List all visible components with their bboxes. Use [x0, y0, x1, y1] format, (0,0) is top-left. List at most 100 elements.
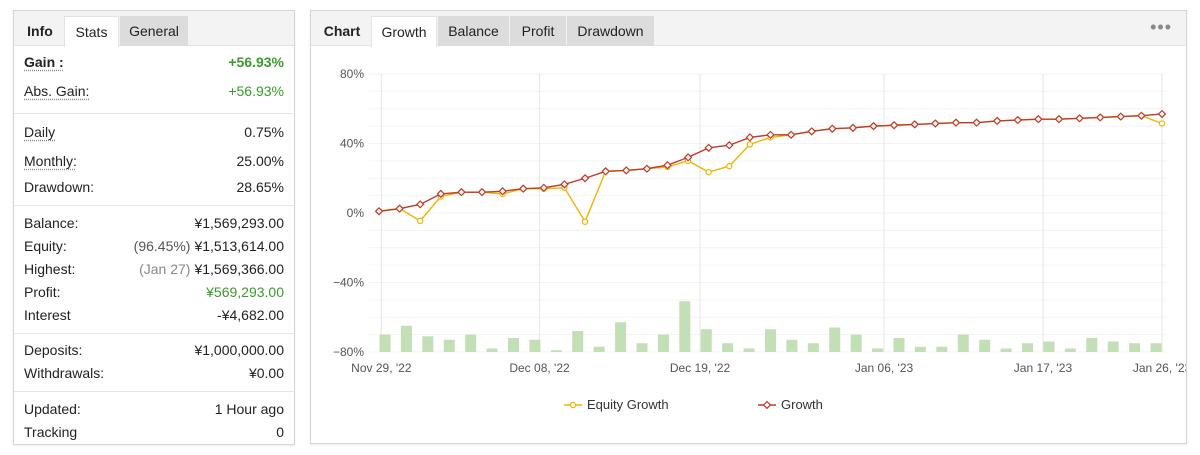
updated-row: Updated: 1 Hour ago [24, 398, 284, 420]
growth-chart: 80% 40% 0% −40% −80% Nov 29, '22 Dec 08, '22 D… [333, 67, 1186, 412]
tracking-row: Tracking 0 [24, 421, 284, 443]
highest-label: Highest: [24, 261, 76, 277]
volume-bar [615, 322, 627, 352]
stats-panel: Info Stats General Gain : +56.93% Abs. G… [13, 10, 295, 445]
gain-value: +56.93% [228, 54, 284, 70]
tab-drawdown[interactable]: Drawdown [567, 16, 654, 46]
ellipsis-icon[interactable]: ••• [1150, 17, 1172, 37]
growth-point [1054, 114, 1064, 124]
growth-point [395, 204, 404, 213]
tab-chart[interactable]: Chart [323, 23, 361, 39]
monthly-label[interactable]: Monthly: [24, 153, 77, 169]
growth-point [601, 167, 610, 176]
volume-bar [722, 343, 734, 352]
growth-point [1116, 112, 1126, 121]
growth-point [415, 200, 425, 209]
tab-balance[interactable]: Balance [438, 16, 509, 46]
volume-bar [765, 329, 776, 352]
volume-bar [700, 329, 712, 352]
y-tick-label: 80% [340, 67, 364, 81]
y-tick-label: 0% [347, 206, 365, 220]
volume-bar [743, 348, 755, 352]
x-axis: Nov 29, '22 Dec 08, '22 Dec 19, '22 Jan 06,… [351, 361, 1186, 375]
withdrawals-row: Withdrawals: ¥0.00 [24, 362, 284, 384]
tracking-label: Tracking [24, 424, 78, 440]
withdrawals-label: Withdrawals: [24, 365, 105, 381]
daily-value: 0.75% [244, 124, 284, 140]
volume-bar [657, 334, 669, 352]
daily-label[interactable]: Daily [24, 124, 56, 140]
balance-value: ¥1,569,293.00 [194, 215, 284, 231]
tab-general[interactable]: General [120, 16, 188, 46]
tab-profit[interactable]: Profit [510, 16, 566, 46]
volume-bar [957, 334, 969, 352]
volume-bar [636, 343, 648, 352]
interest-value: -¥4,682.00 [217, 307, 284, 323]
chart-legend[interactable]: Equity Growth Growth [564, 397, 823, 412]
highest-value: ¥1,569,366.00 [194, 261, 284, 277]
growth-point [807, 127, 816, 136]
y-tick-label: −80% [333, 345, 364, 359]
chart-panel: Chart Growth Balance Profit Drawdown •••… [310, 10, 1187, 444]
volume-bar [422, 336, 434, 352]
highest-value-group: (Jan 27) ¥1,569,366.00 [139, 258, 284, 280]
volume-bar [1000, 348, 1012, 352]
volume-bar [850, 334, 862, 352]
legend-equity-marker [569, 401, 577, 409]
x-tick-label: Nov 29, '22 [351, 361, 412, 375]
tab-info[interactable]: Info [27, 23, 53, 39]
volume-bar [1150, 343, 1162, 352]
abs-gain-value: +56.93% [228, 83, 284, 99]
volume-bar [872, 348, 884, 352]
growth-point [828, 124, 837, 133]
y-axis: 80% 40% 0% −40% −80% [333, 67, 364, 359]
balance-row: Balance: ¥1,569,293.00 [24, 212, 284, 234]
growth-point [766, 130, 775, 140]
volume-bar [572, 331, 584, 352]
volume-bar [1086, 338, 1098, 352]
growth-point [704, 143, 713, 153]
abs-gain-label[interactable]: Abs. Gain: [24, 83, 90, 99]
equity-growth-point [726, 162, 733, 170]
legend-growth-label: Growth [781, 397, 823, 412]
growth-point [869, 121, 878, 131]
tab-growth[interactable]: Growth [371, 16, 437, 47]
growth-point [560, 180, 569, 189]
volume-bar [1107, 341, 1119, 352]
growth-point [374, 207, 384, 216]
growth-point [683, 153, 693, 162]
equity-growth-point [417, 217, 424, 225]
growth-point [1013, 115, 1023, 125]
divider [14, 113, 294, 114]
monthly-value: 25.00% [236, 153, 284, 169]
volume-bar [914, 346, 926, 352]
y-tick-label: −40% [333, 276, 364, 290]
growth-point [972, 118, 981, 127]
growth-point [1157, 109, 1167, 119]
growth-point [622, 166, 631, 175]
drawdown-label: Drawdown: [24, 179, 95, 195]
growth-point [457, 187, 466, 197]
volume-bar [679, 301, 691, 352]
volume-bar [379, 334, 391, 352]
growth-point [889, 121, 899, 130]
equity-percent: (96.45%) [133, 238, 191, 254]
x-tick-label: Dec 08, '22 [509, 361, 570, 375]
deposits-row: Deposits: ¥1,000,000.00 [24, 339, 284, 361]
x-tick-label: Dec 19, '22 [670, 361, 731, 375]
volume-bar [486, 348, 498, 352]
interest-label: Interest [24, 307, 71, 323]
gain-label[interactable]: Gain : [24, 54, 64, 70]
profit-value: ¥569,293.00 [206, 284, 284, 300]
equity-value-group: (96.45%) ¥1,513,614.00 [134, 235, 284, 257]
volume-bar [465, 334, 477, 352]
tab-stats[interactable]: Stats [64, 16, 119, 47]
growth-point [642, 164, 652, 173]
chart-tabbar: Chart Growth Balance Profit Drawdown ••• [311, 11, 1186, 47]
growth-point [498, 187, 507, 196]
x-tick-label: Jan 26, '23 [1133, 361, 1186, 375]
growth-point [1075, 114, 1084, 123]
deposits-label: Deposits: [24, 342, 83, 358]
chart-bars [379, 301, 1162, 352]
equity-growth-point [705, 168, 712, 176]
